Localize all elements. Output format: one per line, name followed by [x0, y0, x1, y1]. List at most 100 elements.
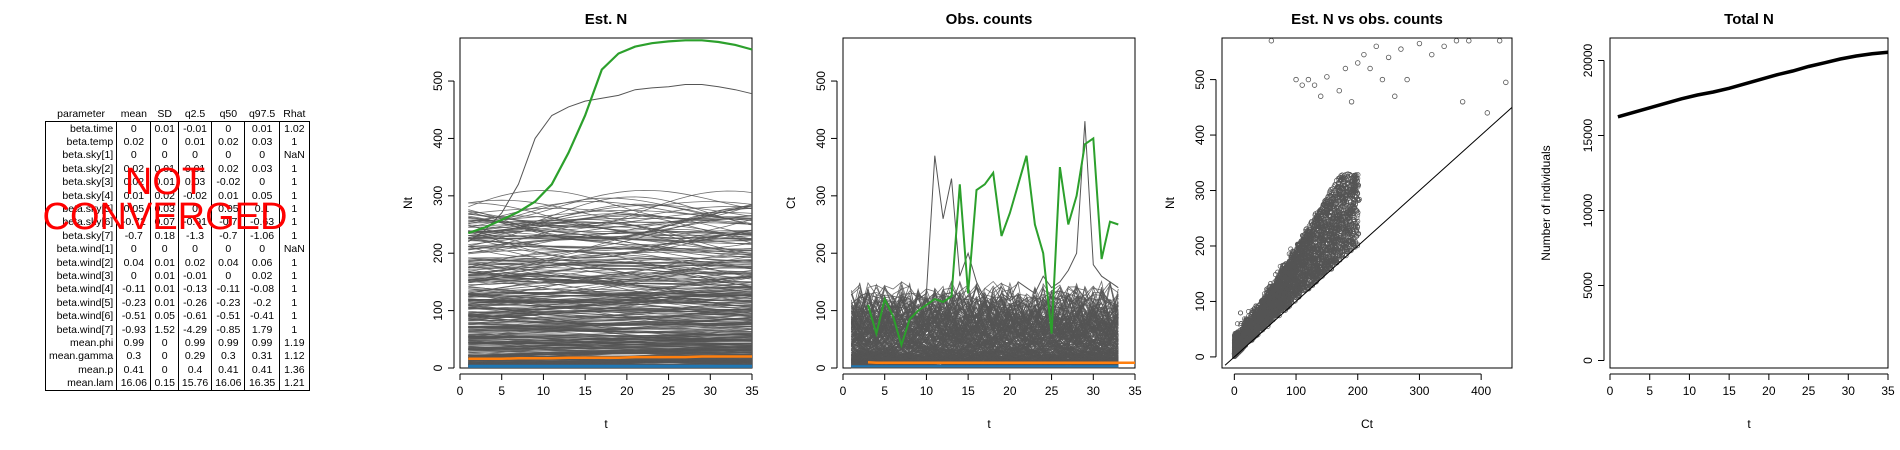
parameter-name: beta.wind[1]	[56, 243, 114, 256]
table-cell: -0.85	[211, 322, 245, 337]
grey-series-line	[468, 189, 753, 223]
grey-series-line	[468, 214, 753, 236]
grey-series-line	[468, 322, 752, 333]
x-tick-label: 30	[1087, 384, 1101, 398]
y-tick-label: 200	[431, 243, 445, 263]
grey-series-line	[468, 267, 753, 284]
table-row: mean.phi 0.99 0 0.99 0.99 0.99 1.19	[46, 336, 310, 350]
table-cell: -1.06	[244, 229, 280, 243]
table-cell: 0.01	[116, 188, 151, 203]
grey-series-line	[851, 354, 1119, 363]
grey-series-line	[851, 328, 1119, 351]
plot-frame	[459, 37, 753, 369]
table-cell: 16.06	[211, 376, 245, 391]
table-cell: -0.26	[177, 296, 212, 310]
table-cell: 0.3	[211, 349, 245, 364]
table-cell: 0.31	[244, 349, 280, 364]
table-cell: 0.01	[150, 175, 179, 189]
parameter-name: beta.wind[4]	[56, 283, 114, 296]
column-header-5: q97.5	[248, 108, 276, 120]
grey-series-line	[468, 190, 753, 220]
table-row: beta.sky[4] 0.01 0.02 -0.02 0.01 0.05 1	[46, 188, 310, 203]
data-point	[1323, 221, 1329, 226]
table-cell: 0	[211, 148, 245, 163]
table-cell: 0.02	[244, 269, 280, 283]
y-tick-label: 400	[814, 128, 828, 148]
parameter-name: beta.wind[5]	[56, 296, 114, 309]
table-row: beta.sky[3] 0.02 0.01 0.03 -0.02 0 1	[46, 175, 310, 189]
table-cell: 0.02	[116, 135, 151, 149]
grey-series-line	[468, 219, 753, 254]
parameter-name: beta.sky[3]	[62, 176, 114, 189]
table-cell: -0.13	[177, 282, 212, 297]
grey-series-line	[468, 224, 753, 240]
table-row: beta.wind[4] -0.11 0.01 -0.13 -0.11 -0.08 1	[46, 282, 310, 297]
grey-series-line	[468, 300, 753, 317]
table-cell: 1.19	[278, 336, 310, 350]
table-cell: -0.08	[244, 282, 280, 297]
table-cell: 0	[244, 148, 280, 163]
table-cell: 0.03	[177, 175, 212, 189]
table-cell: 1.12	[278, 349, 310, 364]
grey-series-line	[468, 307, 753, 313]
x-tick-label: 15	[578, 384, 592, 398]
table-cell: 0	[150, 135, 179, 149]
table-cell: 0.04	[116, 255, 151, 270]
grey-series-line	[468, 215, 753, 236]
table-cell: 0	[177, 202, 212, 216]
table-cell: 16.35	[244, 376, 280, 391]
table-cell: -0.7	[211, 215, 245, 230]
y-axis-label: Nt	[401, 196, 415, 209]
parameter-name: beta.sky[5]	[62, 203, 114, 216]
parameter-name: beta.sky[1]	[62, 149, 114, 162]
parameter-name: beta.wind[7]	[56, 323, 114, 336]
table-cell: 0.4	[177, 363, 212, 377]
column-header-0: parameter	[57, 108, 106, 120]
y-axis-label: Ct	[784, 196, 798, 209]
x-tick-label: 20	[620, 384, 634, 398]
parameter-name: beta.wind[2]	[56, 256, 114, 269]
table-cell: 0	[211, 121, 245, 136]
table-cell: 0.1	[244, 202, 280, 216]
grey-series-line	[468, 315, 753, 324]
table-cell: 0.3	[116, 349, 151, 364]
table-cell: 0.01	[150, 269, 179, 283]
table-cell: 0.99	[116, 336, 151, 350]
table-cell: 0.41	[244, 363, 280, 377]
grey-series-line	[468, 257, 753, 264]
y-tick-label: 0	[1193, 353, 1207, 360]
table-cell: 1	[278, 269, 310, 283]
table-cell: 0.03	[150, 202, 179, 216]
grey-series-line	[468, 259, 753, 267]
x-tick-label: 5	[498, 384, 505, 398]
table-header-row: parameter mean SD q2.5 q50 q97.5 Rhat	[46, 107, 310, 122]
grey-series-line	[468, 262, 753, 280]
x-tick-label: 5	[881, 384, 888, 398]
x-tick-label: 300	[1409, 384, 1429, 398]
y-tick-label: 500	[431, 71, 445, 91]
parameter-name: beta.time	[70, 122, 114, 135]
table-row: beta.temp 0.02 0 0.01 0.02 0.03 1	[46, 135, 310, 149]
table-cell: 0.01	[150, 282, 179, 297]
table-cell: -0.11	[116, 282, 151, 297]
table-cell: 0.01	[177, 135, 212, 149]
grey-series-line	[468, 301, 753, 311]
column-header-6: Rhat	[283, 108, 306, 120]
y-tick-label: 300	[431, 185, 445, 205]
table-cell: 0	[116, 148, 151, 163]
table-cell: -4.29	[177, 322, 212, 337]
table-cell: 0.99	[211, 336, 245, 350]
table-cell: 1	[278, 135, 310, 149]
table-cell: 0	[150, 336, 179, 350]
table-cell: 0.01	[150, 121, 179, 136]
column-header-2: SD	[157, 108, 172, 120]
x-tick-label: 0	[457, 384, 464, 398]
table-body: beta.time 0 0.01 -0.01 0 0.01 1.02 beta.temp 0.0…	[45, 121, 310, 391]
table-row: beta.wind[2] 0.04 0.01 0.02 0.04 0.06 1	[46, 255, 310, 270]
grey-series-line	[468, 315, 753, 323]
table-cell: -1.3	[177, 229, 212, 243]
column-header-1: mean	[120, 108, 147, 120]
highlight-series-line	[467, 39, 753, 235]
table-cell: 1	[278, 229, 310, 243]
